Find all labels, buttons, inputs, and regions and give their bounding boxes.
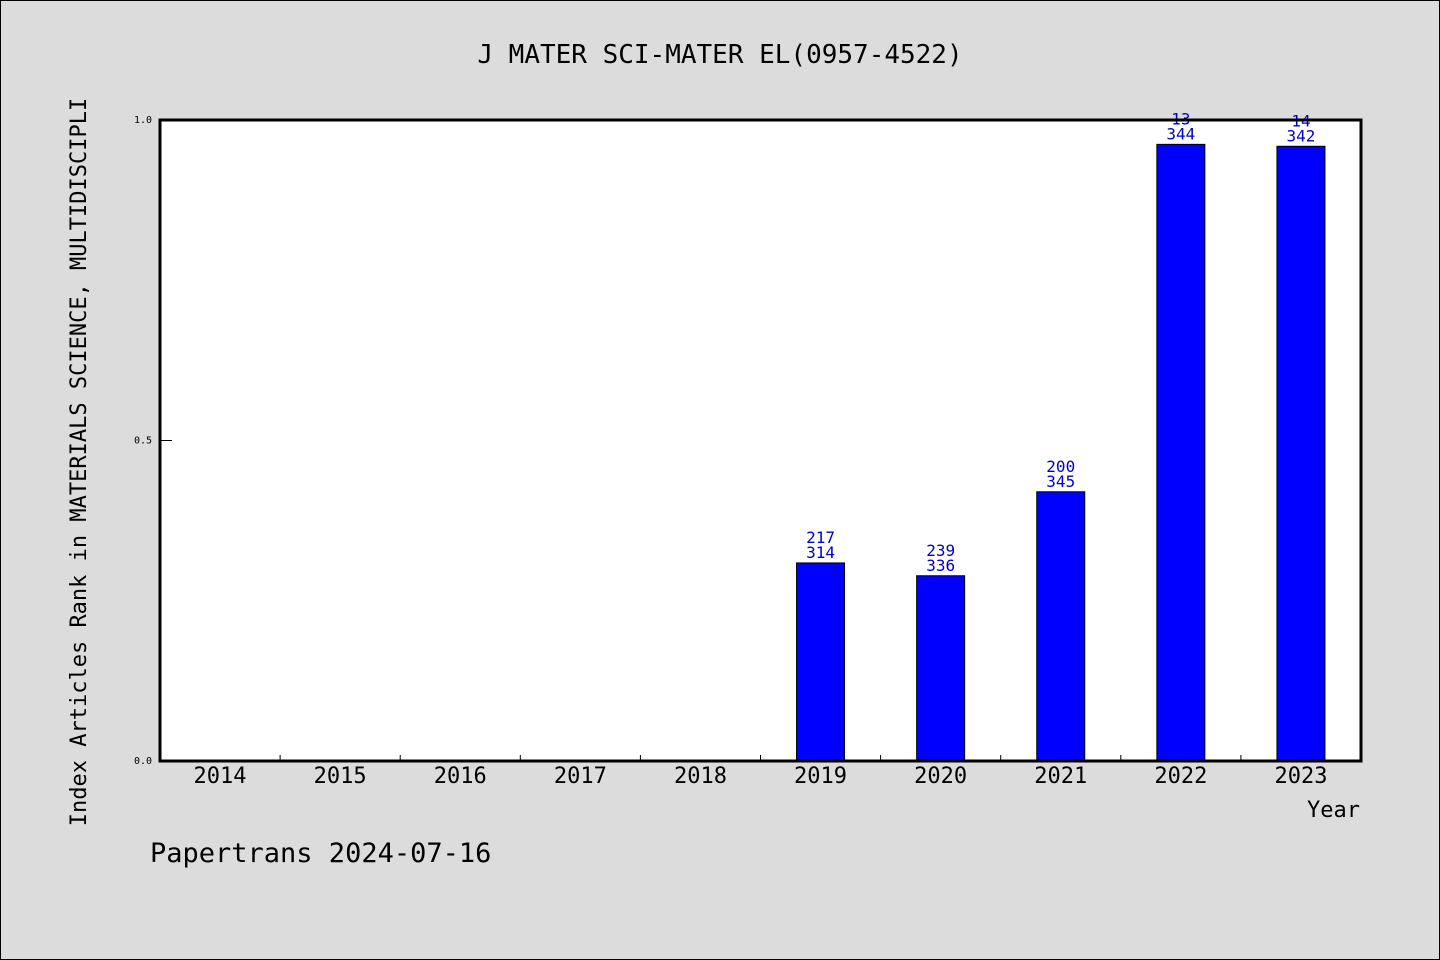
x-tick-label-2019: 2019 xyxy=(794,764,847,789)
bar-2019 xyxy=(796,562,846,762)
ticks-layer: 2014 2015 2016 2017 2018 2019 2020 2021 2022 2023… xyxy=(134,115,1328,789)
bar-label-bottom-2021: 345 xyxy=(1046,472,1075,491)
bar-2023 xyxy=(1276,145,1326,762)
y-axis-label: Index Articles Rank in MATERIALS SCIENCE… xyxy=(67,98,92,826)
x-tick-label-2015: 2015 xyxy=(314,764,367,789)
x-axis-label: Year xyxy=(1307,798,1360,823)
bar-label-top-2020: 239 xyxy=(926,541,955,560)
x-tick-label-2018: 2018 xyxy=(674,764,727,789)
bar-2021 xyxy=(1036,491,1086,762)
bar-label-top-2019: 217 xyxy=(806,528,835,547)
x-tick-label-2022: 2022 xyxy=(1154,764,1207,789)
x-tick-label-2020: 2020 xyxy=(914,764,967,789)
x-tick-label-2021: 2021 xyxy=(1034,764,1087,789)
plot-border xyxy=(158,118,1363,763)
y-tick-label: 1.0 xyxy=(134,115,152,126)
x-tick-label-2014: 2014 xyxy=(194,764,247,789)
x-tick-label-2016: 2016 xyxy=(434,764,487,789)
y-tick-label: 0.5 xyxy=(134,436,152,447)
bar-label-bottom-2022: 344 xyxy=(1166,124,1195,143)
bar-label-bottom-2019: 314 xyxy=(806,543,835,562)
footer-text: Papertrans 2024-07-16 xyxy=(150,838,491,869)
bar-2020 xyxy=(916,575,966,762)
x-tick-label-2023: 2023 xyxy=(1274,764,1327,789)
bar-label-top-2021: 200 xyxy=(1046,457,1075,476)
bar-label-bottom-2020: 336 xyxy=(926,556,955,575)
x-tick-label-2017: 2017 xyxy=(554,764,607,789)
bar-2022 xyxy=(1156,143,1206,762)
bar-label-bottom-2023: 342 xyxy=(1286,126,1315,145)
y-tick-label: 0.0 xyxy=(134,756,152,767)
chart-title: J MATER SCI-MATER EL(0957-4522) xyxy=(477,40,962,70)
